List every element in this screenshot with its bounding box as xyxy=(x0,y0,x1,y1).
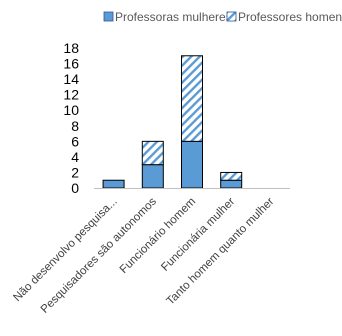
legend-label-professoras: Professoras mulheres xyxy=(115,10,232,24)
legend-swatch-professores xyxy=(226,11,237,22)
y-tick-label: 4 xyxy=(71,149,79,165)
bar-segment-professores xyxy=(181,55,203,142)
legend-item-professores: Professores homens xyxy=(226,10,342,24)
y-tick-label: 6 xyxy=(71,133,79,149)
bars xyxy=(102,55,243,189)
legend-swatch-professoras xyxy=(103,11,114,22)
y-tick-label: 16 xyxy=(63,56,79,72)
bar-segment-professores xyxy=(141,140,164,166)
legend-item-professoras: Professoras mulheres xyxy=(103,10,232,24)
legend-label-professores: Professores homens xyxy=(238,10,342,24)
x-category-label: Funcionária mulher xyxy=(159,196,237,274)
y-tick-label: 10 xyxy=(63,102,79,118)
bar-segment-professoras xyxy=(181,140,203,189)
x-category-label: Funcionário homem xyxy=(118,196,198,276)
bar-segment-professoras xyxy=(102,179,125,189)
bar-segment-professoras xyxy=(141,164,164,189)
legend: Professoras mulheres Professores homens xyxy=(103,10,342,24)
y-tick-label: 18 xyxy=(63,40,79,56)
x-axis-labels: Não desenvolvo pesquisa...Pesquisadores … xyxy=(11,195,276,315)
bar-segment-professores xyxy=(220,171,243,181)
y-tick-label: 2 xyxy=(71,164,79,180)
bar-segment-professoras xyxy=(220,179,243,189)
y-tick-label: 12 xyxy=(63,87,79,103)
y-tick-label: 8 xyxy=(71,118,79,134)
y-tick-label: 14 xyxy=(63,71,79,87)
y-tick-label: 0 xyxy=(71,180,79,196)
